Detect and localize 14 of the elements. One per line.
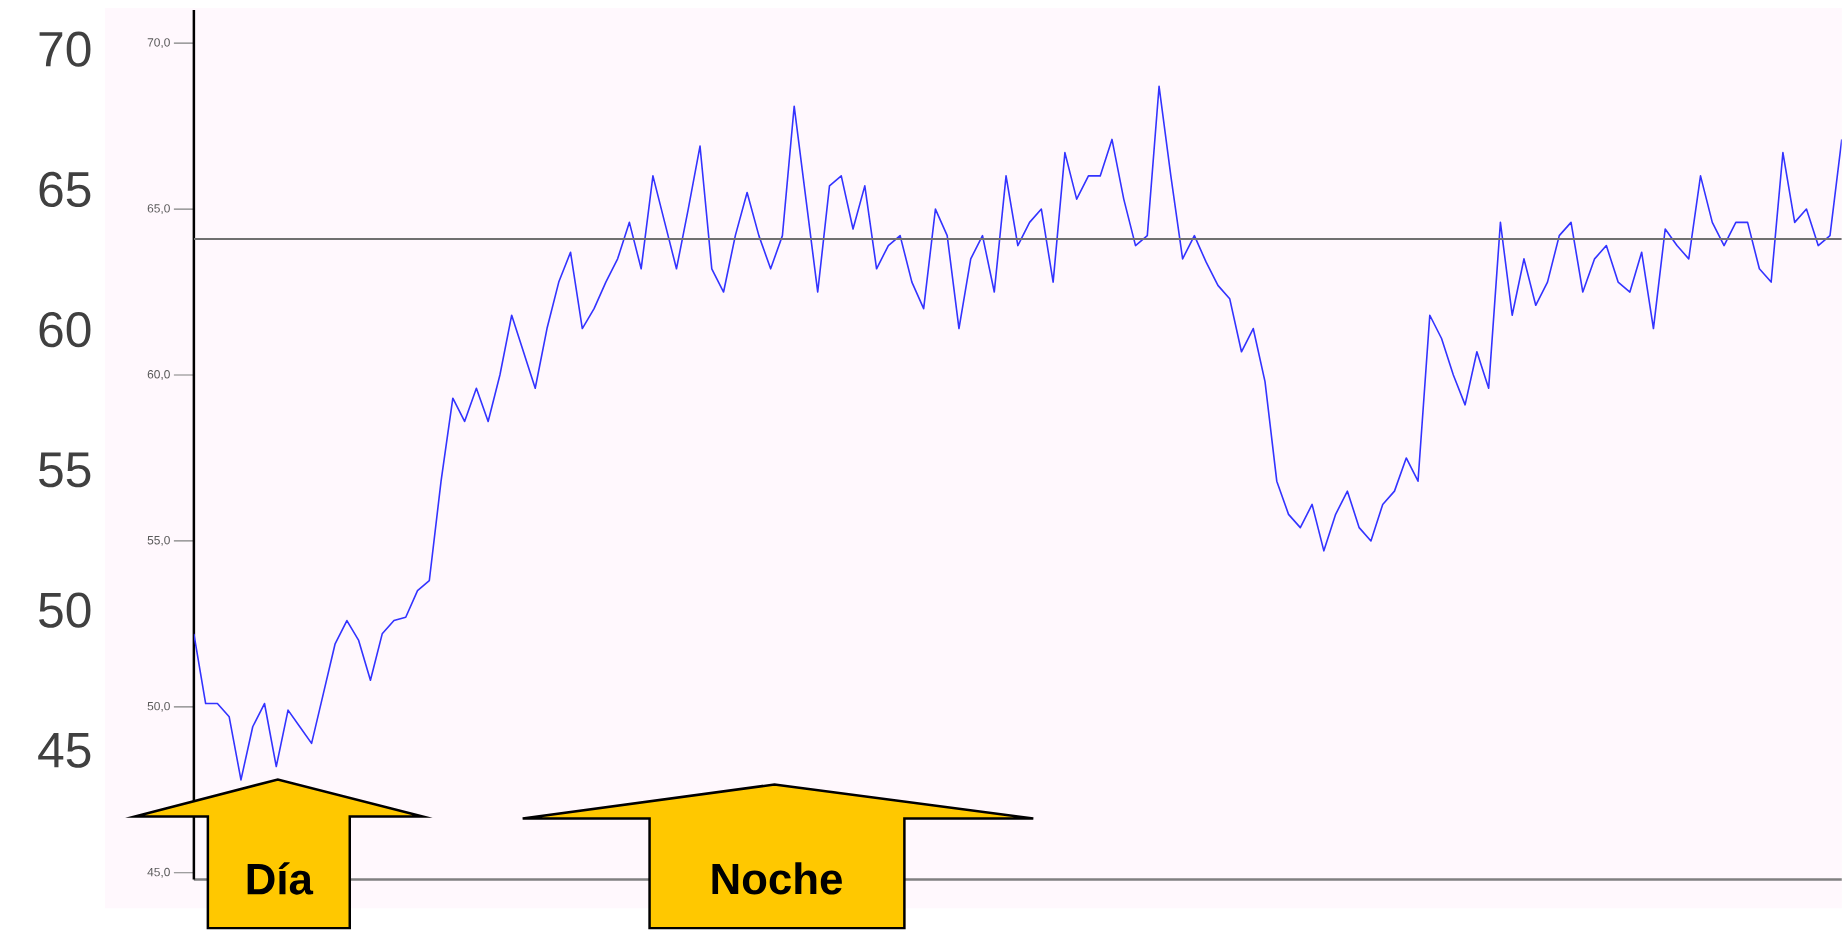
y-tick-label: 65,0 [147,204,170,215]
y-tick-label: 45,0 [147,868,170,878]
y2-tick-label: 65 [39,172,91,208]
y-tick-label: 50,0 [147,702,170,712]
y2-tick-label: 60 [39,312,91,348]
y-tick-label: 70,0 [147,38,170,49]
y2-tick-label: 70 [39,31,91,68]
y2-tick-label: 55 [39,452,91,488]
y2-tick-label: 45 [38,733,91,768]
annotation: Noche [712,862,842,895]
y2-tick-label: 50 [39,592,91,628]
y-tick-label: 60,0 [147,370,170,381]
annotation: Día [247,862,314,895]
y-tick-label: 55,0 [147,536,170,547]
